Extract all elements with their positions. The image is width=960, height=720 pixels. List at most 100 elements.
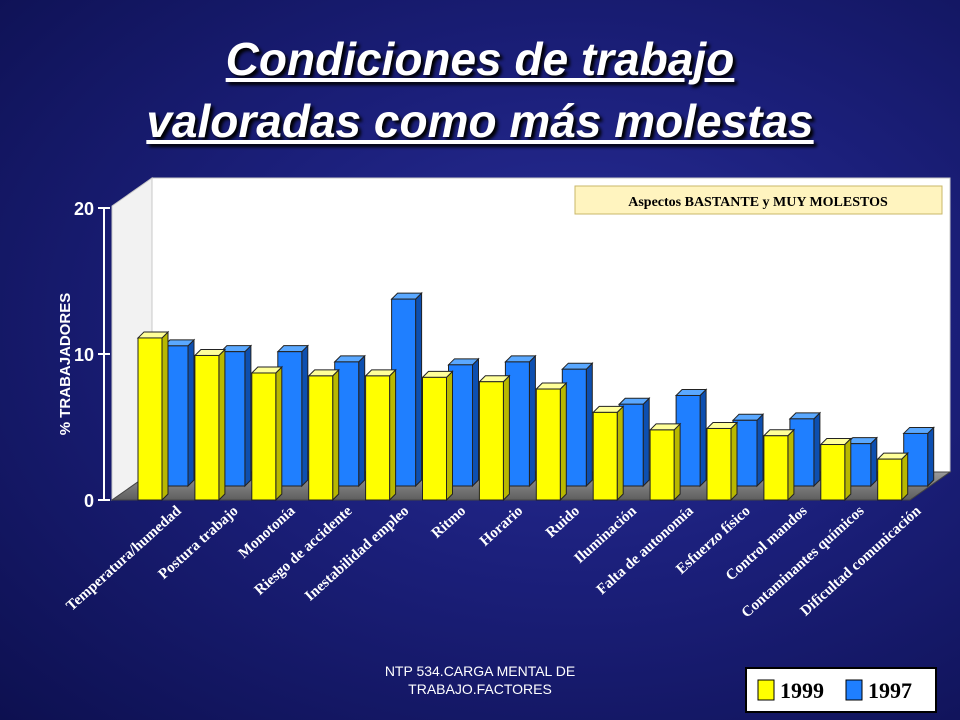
bar-front <box>308 375 334 501</box>
bar-front <box>422 376 447 501</box>
bar-side <box>699 388 707 488</box>
bar-front <box>365 375 391 501</box>
x-tick-label: Horario <box>477 503 526 549</box>
bar-front <box>535 388 561 501</box>
bar-1999-4 <box>364 368 397 502</box>
bar-side <box>301 344 309 488</box>
bar-top <box>421 370 454 378</box>
bar-front <box>820 444 846 501</box>
bar-side <box>187 338 195 488</box>
bar-side <box>787 428 795 502</box>
bar-1999-1 <box>193 348 227 502</box>
bar-1999-10 <box>705 421 739 502</box>
bar-top <box>819 438 853 446</box>
bar-top <box>193 348 227 356</box>
bar-side <box>927 426 935 488</box>
bar-top <box>705 421 739 429</box>
bar-side <box>415 291 423 488</box>
bar-1999-9 <box>648 422 682 502</box>
bar-front <box>706 427 732 501</box>
bar-top <box>648 423 682 431</box>
bar-top <box>136 331 170 339</box>
bar-1999-2 <box>250 365 284 502</box>
bar-side <box>161 330 169 502</box>
bar-top <box>561 362 594 370</box>
bar-top <box>617 397 651 405</box>
bar-top <box>788 412 822 420</box>
y-tick-label: 10 <box>74 345 94 365</box>
bar-top <box>731 413 765 421</box>
bar-1999-8 <box>591 405 625 502</box>
bar-1999-11 <box>762 428 796 502</box>
bar-top <box>364 369 397 377</box>
bar-side <box>275 365 283 502</box>
bar-side <box>528 354 536 488</box>
bar-front <box>194 354 220 501</box>
bar-front <box>649 429 675 501</box>
bar-top <box>535 382 568 390</box>
bar-side <box>218 348 226 502</box>
bar-side <box>730 421 738 502</box>
bar-top <box>902 426 935 434</box>
bar-front <box>592 411 618 501</box>
x-tick-label: Temperatura/humedad <box>64 503 186 615</box>
bar-top <box>250 366 284 374</box>
x-tick-label: Riesgo de accidente <box>252 503 356 599</box>
bar-front <box>478 381 504 501</box>
bar-1999-7 <box>535 381 568 502</box>
bar-front <box>137 337 163 501</box>
bar-side <box>446 370 453 502</box>
x-tick-label: Falta de autonomía <box>594 503 697 598</box>
bar-1999-0 <box>136 330 170 502</box>
bar-side <box>844 437 852 502</box>
bar-side <box>756 413 764 488</box>
annotation-box <box>574 185 943 215</box>
bar-side <box>616 405 624 502</box>
bar-1999-12 <box>819 437 853 502</box>
bar-side <box>332 368 340 502</box>
bar-side <box>901 451 909 502</box>
bar-front <box>763 435 789 501</box>
bar-top <box>504 355 537 363</box>
bar-top <box>876 452 909 460</box>
bar-side <box>585 361 593 488</box>
legend-swatch-1999 <box>757 679 775 701</box>
bar-side <box>502 374 510 502</box>
bar-top <box>447 358 480 366</box>
bar-side <box>813 411 821 488</box>
bar-1999-6 <box>478 374 511 502</box>
slide-title: Condiciones de trabajo valoradas como má… <box>0 28 960 152</box>
bar-1999-13 <box>876 451 909 502</box>
footer-line-1: NTP 534.CARGA MENTAL DE <box>384 663 576 679</box>
bar-side <box>358 354 366 488</box>
bar-top <box>390 292 423 300</box>
y-tick-label: 0 <box>84 491 94 511</box>
bar-top <box>478 375 511 383</box>
bar-1999-5 <box>421 370 454 502</box>
x-tick-label: Inestabilidad empleo <box>302 503 412 604</box>
bar-top <box>333 355 366 363</box>
bar-top <box>307 369 340 377</box>
legend-label-1997: 1997 <box>868 678 912 703</box>
y-axis-label: % TRABAJADORES <box>57 293 74 436</box>
bar-top <box>762 429 796 437</box>
x-tick-label: Ruido <box>543 503 583 541</box>
bar-top <box>674 388 708 396</box>
bar-side <box>472 357 479 488</box>
bar-1999-3 <box>307 368 340 502</box>
bar-side <box>244 344 252 488</box>
legend-label-1999: 1999 <box>780 678 824 703</box>
bar-side <box>673 422 681 502</box>
title-line-1: Condiciones de trabajo <box>225 33 735 85</box>
bar-side <box>870 436 878 488</box>
x-tick-label: Ritmo <box>429 503 469 542</box>
bar-top <box>591 405 625 413</box>
bar-front <box>251 372 277 501</box>
footer-note: NTP 534.CARGA MENTAL DE TRABAJO.FACTORES <box>340 662 620 698</box>
bar-side <box>389 368 397 502</box>
bar-top <box>276 345 310 353</box>
y-tick-label: 20 <box>74 199 94 219</box>
title-line-2: valoradas como más molestas <box>146 95 814 147</box>
bar-side <box>642 397 650 488</box>
